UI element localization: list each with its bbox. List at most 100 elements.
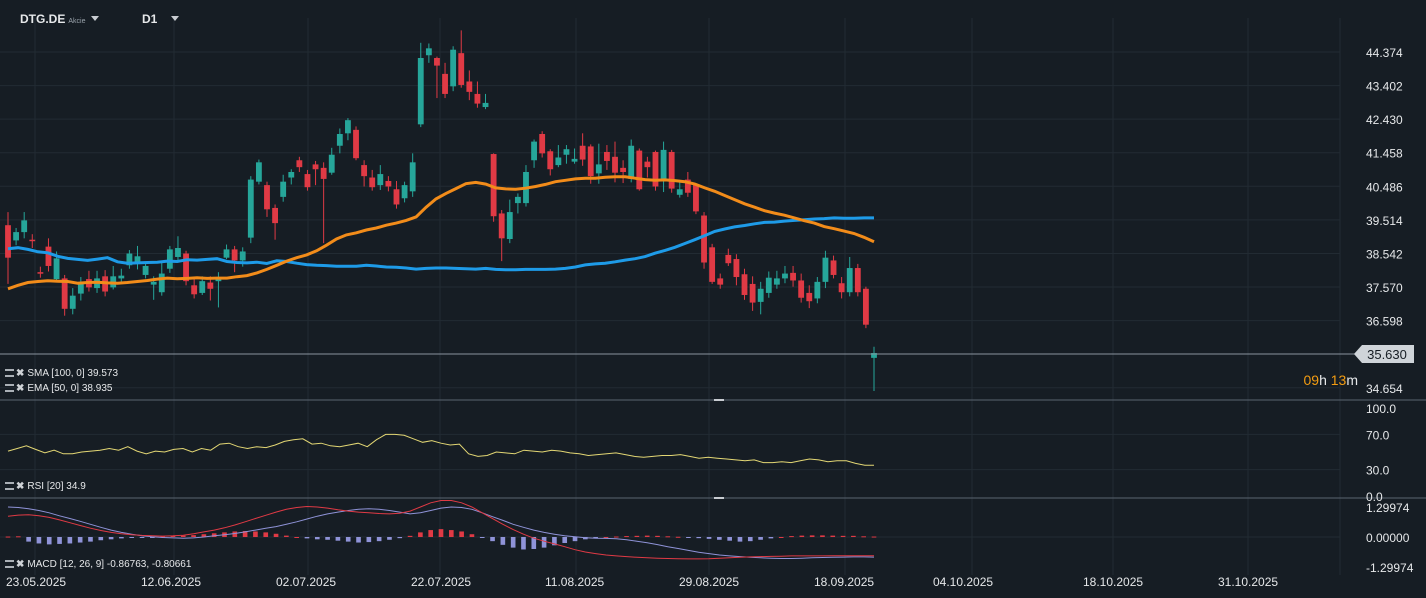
candle-body bbox=[328, 154, 335, 173]
candle-body bbox=[158, 273, 165, 293]
price-axis-tick: 39.514 bbox=[1366, 214, 1403, 228]
candle-body bbox=[498, 213, 505, 239]
macd-histogram-bar bbox=[624, 536, 629, 538]
macd-histogram-bar bbox=[129, 537, 135, 538]
macd-histogram-bar bbox=[36, 537, 42, 544]
settings-icon[interactable] bbox=[5, 369, 14, 377]
macd-histogram-bar bbox=[284, 535, 289, 537]
macd-histogram-bar bbox=[356, 537, 361, 543]
macd-histogram-bar bbox=[201, 534, 207, 537]
close-icon[interactable]: ✖ bbox=[16, 383, 25, 394]
rsi-line bbox=[7, 433, 875, 466]
close-icon[interactable]: ✖ bbox=[16, 559, 25, 570]
candle-body bbox=[255, 162, 262, 182]
candle-body bbox=[21, 220, 28, 233]
candle-body bbox=[312, 164, 319, 170]
rsi-indicator-legend[interactable]: ✖ RSI [20] 34.9 bbox=[5, 481, 86, 492]
candle-body bbox=[506, 212, 513, 240]
date-axis-tick: 23.05.2025 bbox=[6, 575, 66, 589]
candle-body bbox=[61, 278, 68, 309]
candle-body bbox=[579, 145, 586, 160]
macd-histogram-bar bbox=[345, 537, 351, 542]
candle-body bbox=[458, 53, 465, 85]
macd-axis-tick: -1.29974 bbox=[1366, 561, 1414, 575]
macd-histogram-bar bbox=[88, 537, 93, 542]
candle-body bbox=[264, 185, 270, 210]
price-axis-tick: 41.458 bbox=[1366, 147, 1403, 161]
macd-label: MACD [12, 26, 9] -0.86763, -0.80661 bbox=[27, 559, 192, 570]
timeframe-dropdown-icon[interactable] bbox=[171, 16, 180, 21]
settings-icon[interactable] bbox=[5, 482, 14, 490]
close-icon[interactable]: ✖ bbox=[16, 368, 25, 379]
panel-resize-handle[interactable] bbox=[714, 399, 724, 401]
price-axis-tick: 34.654 bbox=[1366, 382, 1403, 396]
candle-body bbox=[280, 181, 287, 197]
symbol-selector[interactable]: DTG.DE Akcie bbox=[20, 12, 100, 26]
candle-body bbox=[191, 285, 198, 295]
symbol-dropdown-icon[interactable] bbox=[91, 16, 100, 21]
candle-body bbox=[385, 180, 392, 187]
price-axis-tick: 42.430 bbox=[1366, 113, 1403, 127]
countdown-h-unit: h bbox=[1319, 372, 1327, 388]
candle-body bbox=[434, 58, 440, 66]
macd-histogram-bar bbox=[799, 535, 805, 537]
ema-line bbox=[7, 175, 875, 291]
macd-histogram-bar bbox=[717, 537, 722, 540]
macd-histogram-bar bbox=[521, 537, 526, 550]
candle-body bbox=[134, 256, 141, 264]
macd-histogram-bar bbox=[562, 537, 568, 544]
candle-body bbox=[126, 253, 133, 266]
candle-body bbox=[490, 154, 497, 217]
close-icon[interactable]: ✖ bbox=[16, 481, 25, 492]
candle-body bbox=[5, 225, 11, 258]
macd-histogram-bar bbox=[500, 537, 506, 545]
candle-body bbox=[701, 215, 707, 263]
candle-body bbox=[247, 179, 254, 238]
candle-body bbox=[612, 156, 618, 173]
candle-body bbox=[814, 281, 821, 299]
date-axis-tick: 31.10.2025 bbox=[1218, 575, 1278, 589]
current-price-label: 35.630 bbox=[1367, 347, 1407, 362]
macd-histogram-bar bbox=[15, 536, 21, 538]
candle-body bbox=[539, 134, 546, 154]
candle-body bbox=[838, 283, 845, 293]
price-axis-tick: 44.374 bbox=[1366, 46, 1403, 60]
candle-body bbox=[142, 265, 149, 275]
macd-histogram-bar bbox=[696, 537, 702, 539]
macd-histogram-bar bbox=[366, 537, 372, 543]
candle-body bbox=[684, 179, 691, 193]
candle-body bbox=[604, 151, 610, 161]
ema-indicator-legend[interactable]: ✖ EMA [50, 0] 38.935 bbox=[5, 383, 112, 394]
candle-body bbox=[336, 134, 343, 146]
rsi-axis-tick: 0.0 bbox=[1366, 490, 1383, 504]
candle-body bbox=[563, 149, 570, 155]
candle-body bbox=[166, 249, 173, 269]
countdown-minutes: 13 bbox=[1330, 372, 1347, 388]
panel-resize-handle[interactable] bbox=[714, 497, 724, 499]
candle-body bbox=[345, 120, 351, 134]
candle-body bbox=[717, 278, 724, 285]
macd-histogram-bar bbox=[778, 537, 784, 538]
candle-body bbox=[13, 232, 20, 241]
candle-body bbox=[353, 129, 359, 159]
settings-icon[interactable] bbox=[5, 560, 14, 568]
candle-body bbox=[668, 151, 675, 189]
price-axis-tick: 38.542 bbox=[1366, 247, 1403, 261]
candle-body bbox=[288, 172, 295, 178]
candle-body bbox=[628, 145, 635, 179]
settings-icon[interactable] bbox=[5, 384, 14, 392]
macd-signal-line bbox=[7, 500, 874, 560]
symbol-type: Akcie bbox=[68, 18, 86, 25]
candle-body bbox=[693, 184, 699, 212]
macd-histogram-bar bbox=[170, 535, 176, 537]
candle-body bbox=[854, 268, 861, 293]
macd-histogram-bar bbox=[242, 530, 248, 537]
macd-histogram-bar bbox=[438, 529, 444, 537]
sma-indicator-legend[interactable]: ✖ SMA [100, 0] 39.573 bbox=[5, 368, 118, 379]
macd-histogram-bar bbox=[758, 537, 763, 540]
timeframe-selector[interactable]: D1 bbox=[142, 12, 180, 26]
macd-indicator-legend[interactable]: ✖ MACD [12, 26, 9] -0.86763, -0.80661 bbox=[5, 559, 191, 570]
timeframe-label: D1 bbox=[142, 12, 158, 26]
candle-body bbox=[401, 185, 408, 199]
